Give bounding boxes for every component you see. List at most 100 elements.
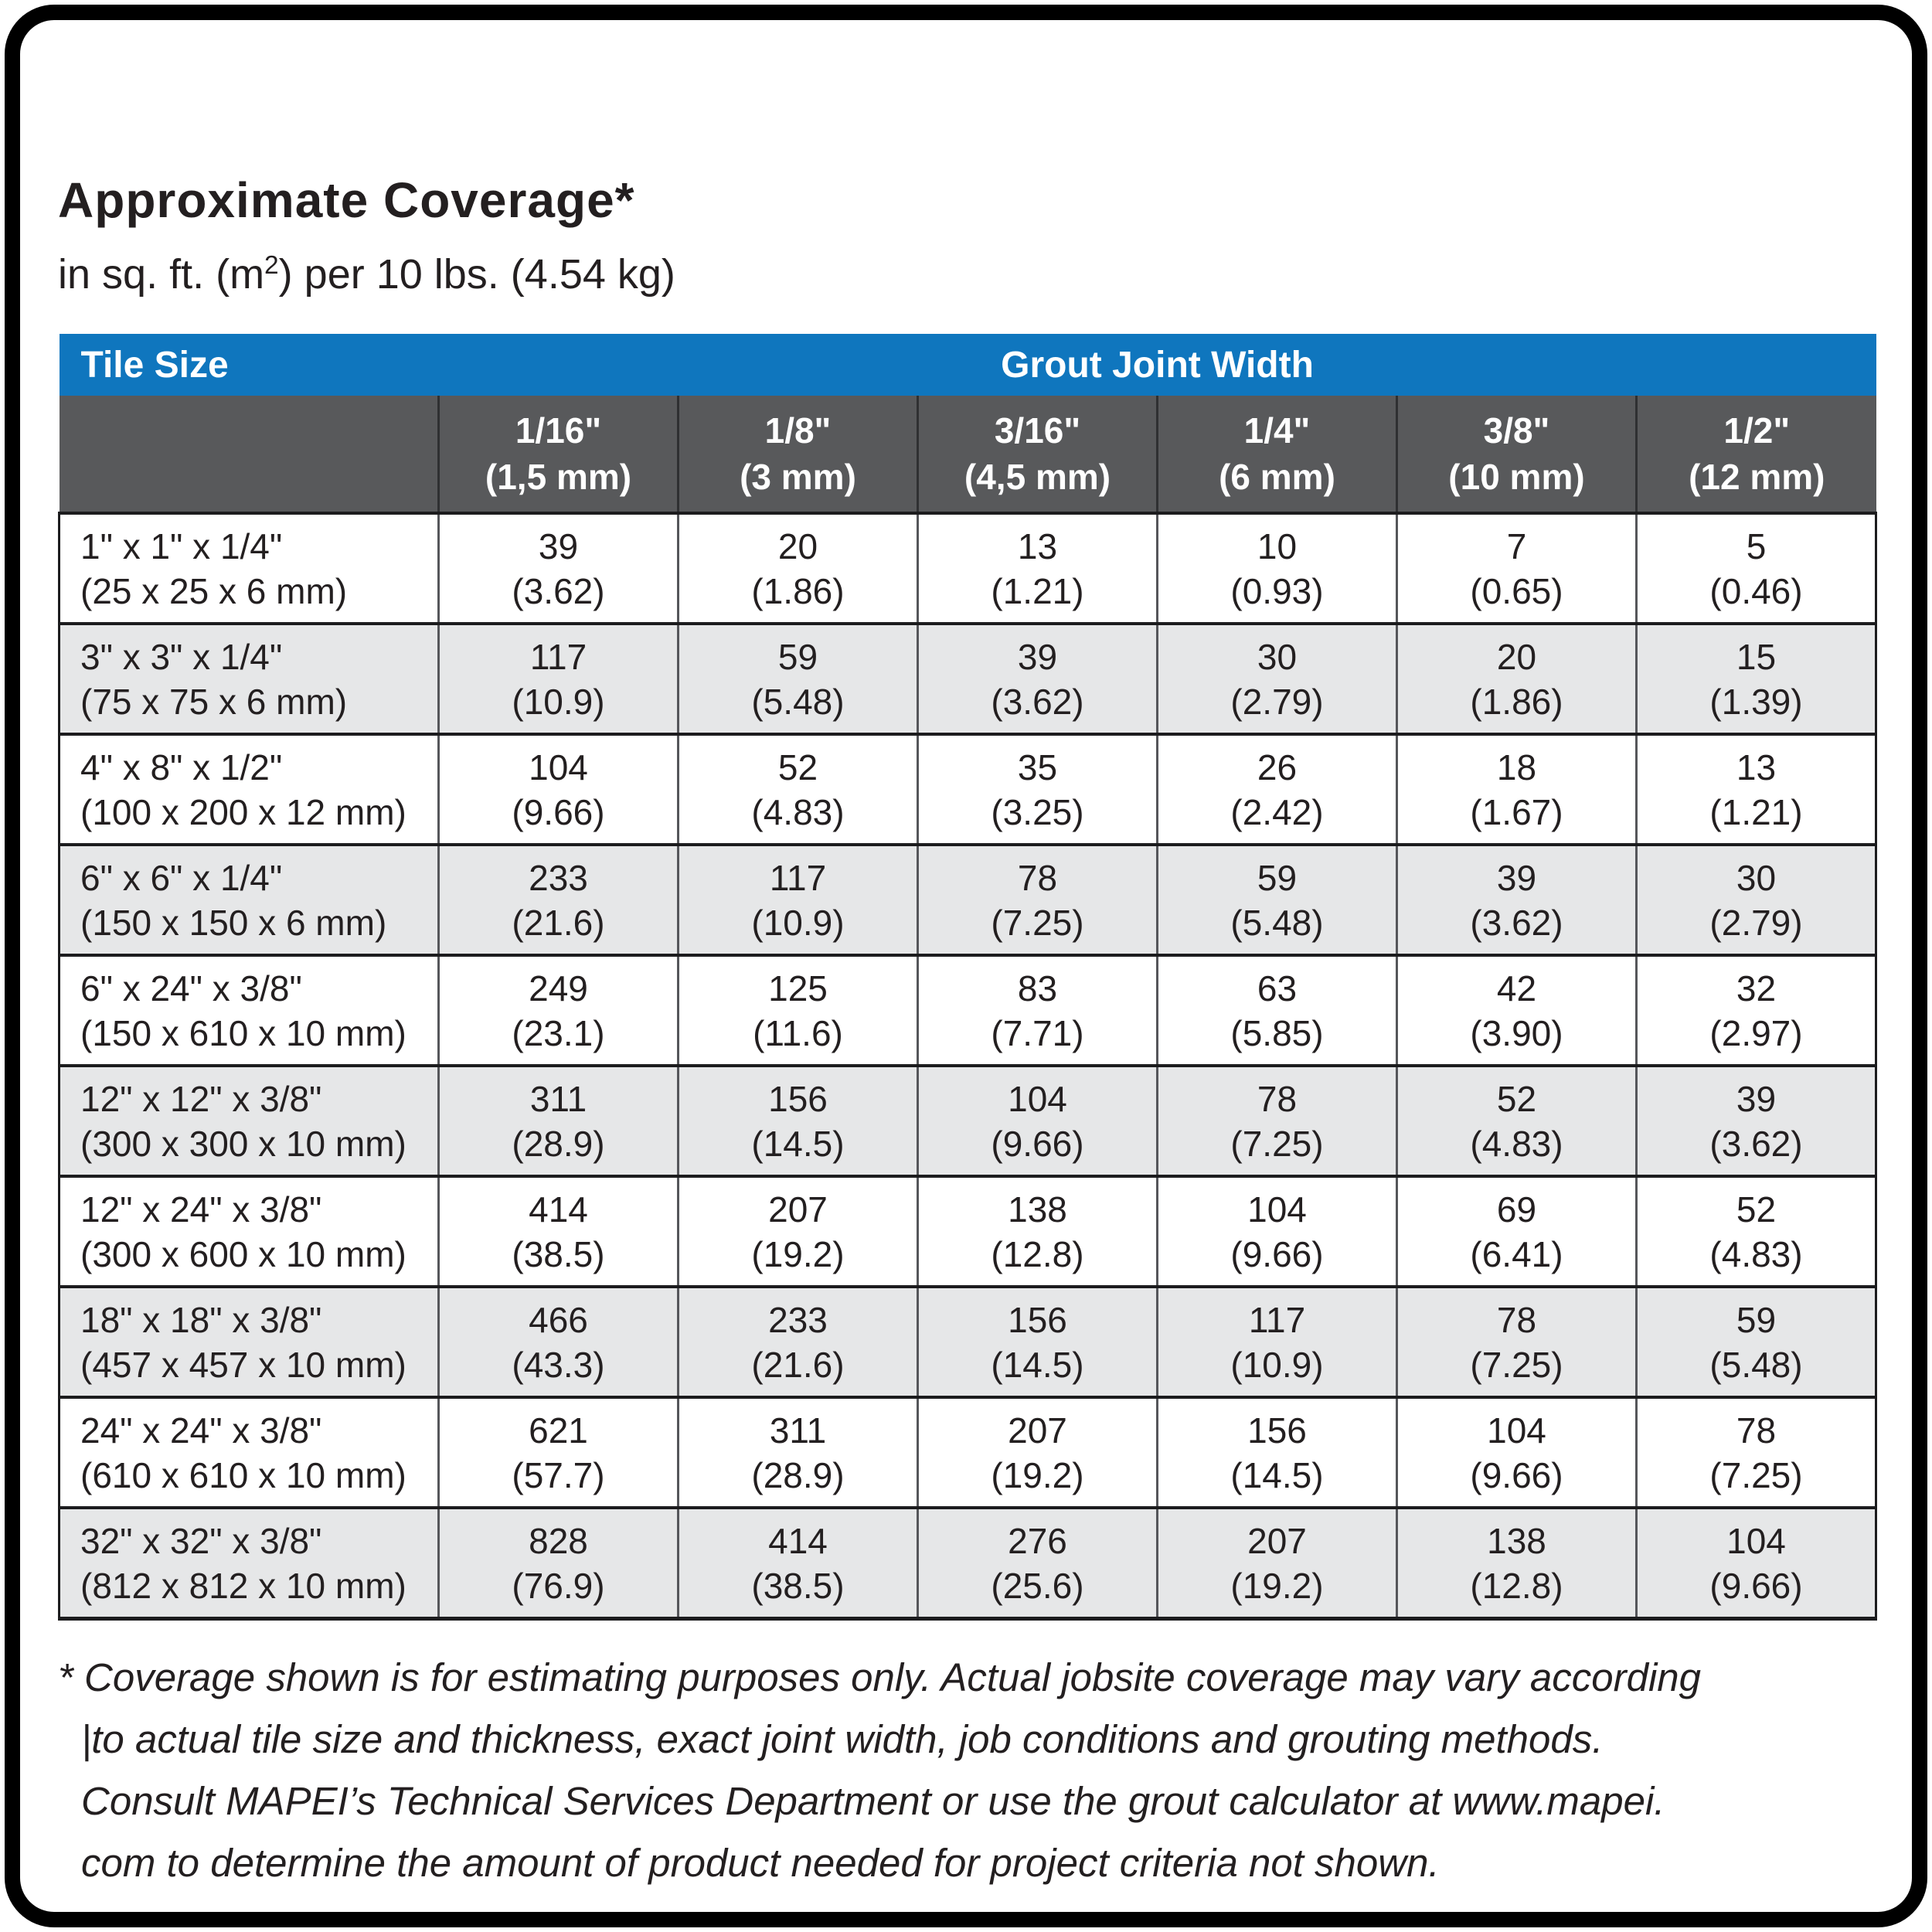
coverage-cell: 104 (9.66) xyxy=(1396,1396,1637,1508)
subtitle-superscript: 2 xyxy=(264,251,279,280)
tile-size-metric: (150 x 610 x 10 mm) xyxy=(80,1012,406,1053)
tile-size-inches: 1" x 1" x 1/4" xyxy=(80,526,283,566)
coverage-sqft: 63 xyxy=(1257,968,1298,1009)
coverage-cell: 414 (38.5) xyxy=(677,1506,918,1621)
coverage-m2: (3.62) xyxy=(991,681,1084,722)
coverage-m2: (0.65) xyxy=(1470,570,1563,611)
coverage-m2: (5.48) xyxy=(1709,1344,1803,1385)
coverage-sqft: 20 xyxy=(1496,636,1537,677)
coverage-cell: 78 (7.25) xyxy=(917,843,1158,955)
joint-width-metric: (3 mm) xyxy=(740,457,856,497)
joint-width-metric: (6 mm) xyxy=(1219,457,1335,497)
tile-size-metric: (100 x 200 x 12 mm) xyxy=(80,791,406,832)
coverage-cell: 69 (6.41) xyxy=(1396,1175,1637,1287)
coverage-m2: (57.7) xyxy=(512,1454,605,1495)
coverage-m2: (6.41) xyxy=(1470,1233,1563,1274)
table-row: 4" x 8" x 1/2" (100 x 200 x 12 mm) 104 (… xyxy=(58,733,1878,845)
coverage-sqft: 249 xyxy=(529,968,588,1009)
coverage-cell: 117 (10.9) xyxy=(677,843,918,955)
tile-size-metric: (812 x 812 x 10 mm) xyxy=(80,1565,406,1606)
tile-size-cell: 12" x 12" x 3/8" (300 x 300 x 10 mm) xyxy=(58,1064,439,1176)
table-row: 32" x 32" x 3/8" (812 x 812 x 10 mm) 828… xyxy=(58,1506,1878,1621)
coverage-m2: (0.93) xyxy=(1230,570,1324,611)
footnote-line: |to actual tile size and thickness, exac… xyxy=(81,1717,1604,1761)
coverage-sqft: 104 xyxy=(1726,1520,1786,1561)
tile-size-metric: (457 x 457 x 10 mm) xyxy=(80,1344,406,1385)
coverage-m2: (3.62) xyxy=(1470,902,1563,943)
coverage-m2: (19.2) xyxy=(1230,1565,1324,1606)
coverage-m2: (1.21) xyxy=(1709,791,1803,832)
coverage-m2: (14.5) xyxy=(751,1123,845,1164)
coverage-cell: 20 (1.86) xyxy=(1396,622,1637,734)
coverage-sqft: 59 xyxy=(1736,1299,1777,1340)
coverage-cell: 621 (57.7) xyxy=(437,1396,679,1508)
coverage-sqft: 207 xyxy=(1008,1410,1067,1451)
coverage-cell: 125 (11.6) xyxy=(677,954,918,1066)
coverage-sqft: 52 xyxy=(777,747,818,787)
coverage-sqft: 78 xyxy=(1017,857,1058,898)
tile-size-cell: 18" x 18" x 3/8" (457 x 457 x 10 mm) xyxy=(58,1285,439,1397)
coverage-sqft: 156 xyxy=(1008,1299,1067,1340)
tile-size-inches: 18" x 18" x 3/8" xyxy=(80,1299,322,1340)
coverage-m2: (1.86) xyxy=(751,570,845,611)
coverage-sqft: 207 xyxy=(768,1189,828,1230)
coverage-m2: (1.39) xyxy=(1709,681,1803,722)
coverage-m2: (3.25) xyxy=(991,791,1084,832)
coverage-cell: 13 (1.21) xyxy=(1634,733,1878,845)
coverage-sqft: 39 xyxy=(1496,857,1537,898)
coverage-m2: (9.66) xyxy=(1709,1565,1803,1606)
joint-width-spacer-cell xyxy=(59,396,439,515)
coverage-sqft: 52 xyxy=(1736,1189,1777,1230)
coverage-cell: 138 (12.8) xyxy=(1396,1506,1637,1621)
coverage-sqft: 13 xyxy=(1017,526,1058,566)
coverage-sqft: 621 xyxy=(529,1410,588,1451)
tile-size-inches: 12" x 12" x 3/8" xyxy=(80,1078,322,1119)
coverage-sqft: 233 xyxy=(768,1299,828,1340)
joint-column-header: 1/4" (6 mm) xyxy=(1156,396,1397,515)
coverage-cell: 117 (10.9) xyxy=(1156,1285,1397,1397)
coverage-sqft: 828 xyxy=(529,1520,588,1561)
coverage-sqft: 104 xyxy=(1247,1189,1307,1230)
tile-size-cell: 12" x 24" x 3/8" (300 x 600 x 10 mm) xyxy=(58,1175,439,1287)
coverage-sqft: 78 xyxy=(1736,1410,1777,1451)
coverage-cell: 26 (2.42) xyxy=(1156,733,1397,845)
coverage-cell: 7 (0.65) xyxy=(1396,512,1637,624)
table-row: 3" x 3" x 1/4" (75 x 75 x 6 mm) 117 (10.… xyxy=(58,622,1878,734)
coverage-sqft: 117 xyxy=(529,636,587,677)
coverage-m2: (4.83) xyxy=(1470,1123,1563,1164)
coverage-cell: 32 (2.97) xyxy=(1634,954,1878,1066)
coverage-cell: 59 (5.48) xyxy=(677,622,918,734)
coverage-sqft: 78 xyxy=(1257,1078,1298,1119)
tile-size-inches: 6" x 24" x 3/8" xyxy=(80,968,302,1009)
joint-width-inches: 1/8" xyxy=(764,410,832,451)
coverage-sqft: 7 xyxy=(1506,526,1527,566)
coverage-m2: (0.46) xyxy=(1709,570,1803,611)
coverage-cell: 104 (9.66) xyxy=(917,1064,1158,1176)
coverage-sqft: 15 xyxy=(1736,636,1777,677)
coverage-cell: 83 (7.71) xyxy=(917,954,1158,1066)
tile-size-cell: 6" x 24" x 3/8" (150 x 610 x 10 mm) xyxy=(58,954,439,1066)
table-row: 6" x 6" x 1/4" (150 x 150 x 6 mm) 233 (2… xyxy=(58,843,1878,955)
joint-width-inches: 3/16" xyxy=(994,410,1081,451)
coverage-sheet: Approximate Coverage* in sq. ft. (m2) pe… xyxy=(58,172,1878,1894)
joint-width-inches: 1/4" xyxy=(1243,410,1311,451)
coverage-table-body: 1" x 1" x 1/4" (25 x 25 x 6 mm) 39 (3.62… xyxy=(58,512,1878,1621)
coverage-m2: (9.66) xyxy=(1470,1454,1563,1495)
coverage-cell: 156 (14.5) xyxy=(1156,1396,1397,1508)
coverage-cell: 138 (12.8) xyxy=(917,1175,1158,1287)
coverage-cell: 466 (43.3) xyxy=(437,1285,679,1397)
coverage-cell: 78 (7.25) xyxy=(1396,1285,1637,1397)
coverage-m2: (2.97) xyxy=(1709,1012,1803,1053)
coverage-m2: (1.21) xyxy=(991,570,1084,611)
coverage-m2: (43.3) xyxy=(512,1344,605,1385)
table-row: 12" x 24" x 3/8" (300 x 600 x 10 mm) 414… xyxy=(58,1175,1878,1287)
coverage-cell: 5 (0.46) xyxy=(1634,512,1878,624)
coverage-m2: (19.2) xyxy=(991,1454,1084,1495)
coverage-sqft: 39 xyxy=(538,526,579,566)
coverage-cell: 13 (1.21) xyxy=(917,512,1158,624)
tile-size-inches: 4" x 8" x 1/2" xyxy=(80,747,283,787)
coverage-cell: 18 (1.67) xyxy=(1396,733,1637,845)
coverage-m2: (28.9) xyxy=(512,1123,605,1164)
coverage-m2: (21.6) xyxy=(512,902,605,943)
coverage-sqft: 10 xyxy=(1257,526,1298,566)
